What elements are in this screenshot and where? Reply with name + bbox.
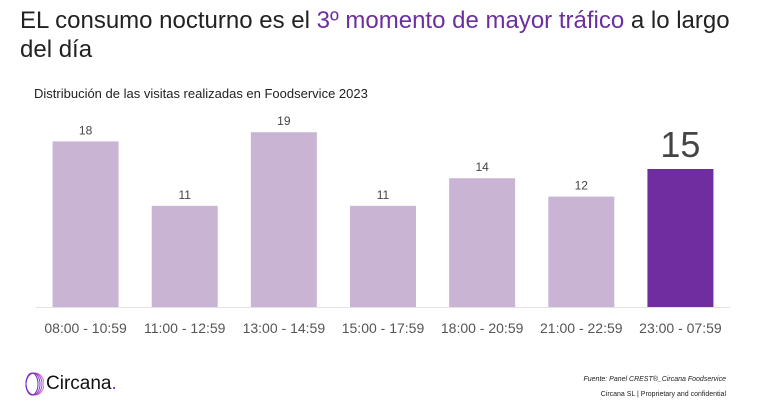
logo-rings-icon [25, 372, 44, 396]
x-tick-label: 13:00 - 14:59 [243, 320, 326, 336]
data-label: 11 [178, 188, 191, 202]
bar [647, 169, 714, 307]
x-tick-label: 15:00 - 17:59 [342, 320, 425, 336]
bar [350, 205, 416, 307]
data-label: 14 [475, 160, 489, 174]
x-tick-label: 08:00 - 10:59 [44, 320, 127, 336]
data-label: 18 [79, 123, 93, 137]
x-tick-label: 23:00 - 07:59 [639, 320, 722, 336]
data-label: 19 [277, 114, 291, 128]
bar [151, 205, 218, 307]
data-label: 12 [575, 179, 589, 193]
bar [250, 132, 317, 307]
data-label: 15 [660, 124, 700, 165]
source-note: Fuente: Panel CREST®_Circana Foodservice [583, 376, 727, 383]
circana-logo: Circana. [22, 372, 117, 396]
page-title: EL consumo nocturno es el 3º momento de … [20, 6, 760, 64]
bar [548, 196, 615, 307]
confidential-note: Circana SL | Proprietary and confidentia… [600, 391, 726, 398]
title-text: EL consumo nocturno es el [20, 7, 317, 34]
x-tick-label: 11:00 - 12:59 [144, 320, 226, 336]
x-tick-label: 18:00 - 20:59 [441, 320, 524, 336]
logo-text: Circana. [46, 373, 117, 394]
chart-subtitle: Distribución de las visitas realizadas e… [34, 86, 368, 101]
x-tick-label: 21:00 - 22:59 [540, 320, 623, 336]
bar [52, 141, 119, 307]
title-highlight: 3º momento de mayor tráfico [316, 7, 625, 34]
title-text-end: a lo largo del día [20, 7, 730, 63]
bar [449, 178, 516, 307]
data-label: 11 [377, 188, 390, 202]
